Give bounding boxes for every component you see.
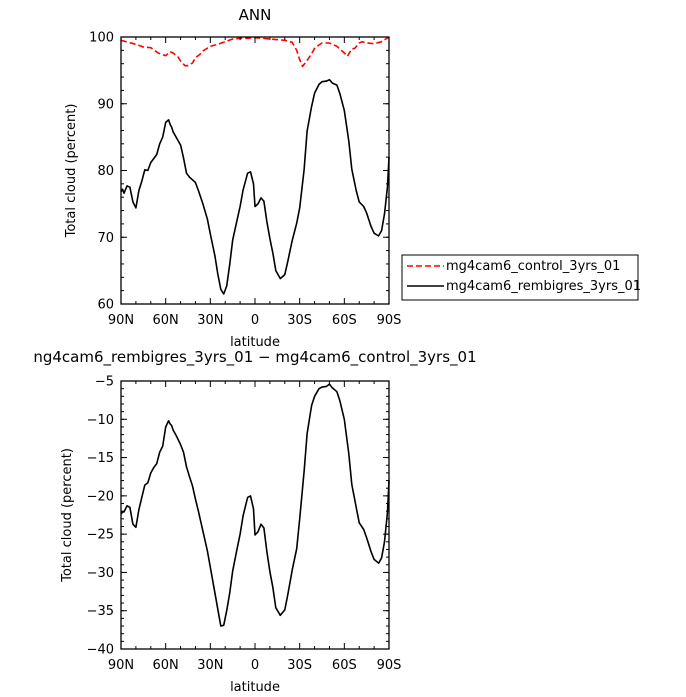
bottom-panel: ng4cam6_rembigres_3yrs_01 − mg4cam6_cont… [33,348,476,695]
top-y-tick-label: 100 [89,31,114,46]
bottom-x-tick-label: 60N [153,658,179,673]
top-x-tick-label: 90N [108,313,134,328]
legend-box [401,254,639,301]
top-y-tick-label: 70 [97,231,114,246]
top-legend: mg4cam6_control_3yrs_01 mg4cam6_rembigre… [401,254,641,301]
top-y-tick-label: 90 [97,97,114,112]
bottom-x-axis-label: latitude [230,680,280,695]
bottom-y-tick-label: −30 [87,566,114,581]
bottom-y-tick-label: −35 [87,604,114,619]
bottom-x-tick-label: 90S [377,658,402,673]
top-x-tick-label: 90S [377,313,402,328]
top-plot-frame [120,36,390,305]
bottom-y-tick-label: −10 [87,413,114,428]
legend-label-control: mg4cam6_control_3yrs_01 [446,259,620,274]
top-x-tick-label: 30S [287,313,312,328]
top-x-tick-label: 60S [332,313,357,328]
bottom-chart-title: ng4cam6_rembigres_3yrs_01 − mg4cam6_cont… [33,348,476,367]
bottom-x-tick-label: 0 [251,658,259,673]
top-panel: ANN 90N 60N 30N 0 30S 60S 90S 60 70 80 90 100 latit… [64,6,641,350]
top-chart-title: ANN [239,6,272,24]
top-y-tick-label: 60 [97,298,114,313]
top-y-axis-label: Total cloud (percent) [64,104,79,239]
top-series-line-mg4cam6-rembigres-3yrs-01 [120,78,390,295]
top-y-tick-label: 80 [97,164,114,179]
bottom-series-line-difference [120,383,390,627]
top-x-tick-label: 60N [153,313,179,328]
top-x-tick-label: 30N [197,313,223,328]
top-series-line-mg4cam6-control-3yrs-01 [120,36,390,68]
bottom-y-tick-label: −40 [87,643,114,658]
bottom-y-axis-label: Total cloud (percent) [60,448,75,583]
top-x-axis-label: latitude [230,335,280,350]
bottom-y-tick-label: −15 [87,451,114,466]
bottom-y-tick-label: −5 [95,375,114,390]
bottom-y-tick-label: −20 [87,489,114,504]
bottom-x-tick-label: 30N [197,658,223,673]
bottom-y-tick-label: −25 [87,528,114,543]
top-x-tick-label: 0 [251,313,259,328]
bottom-plot-frame [120,380,390,650]
bottom-x-tick-label: 90N [108,658,134,673]
bottom-x-tick-label: 60S [332,658,357,673]
bottom-x-tick-label: 30S [287,658,312,673]
legend-label-rembigres: mg4cam6_rembigres_3yrs_01 [446,279,641,294]
